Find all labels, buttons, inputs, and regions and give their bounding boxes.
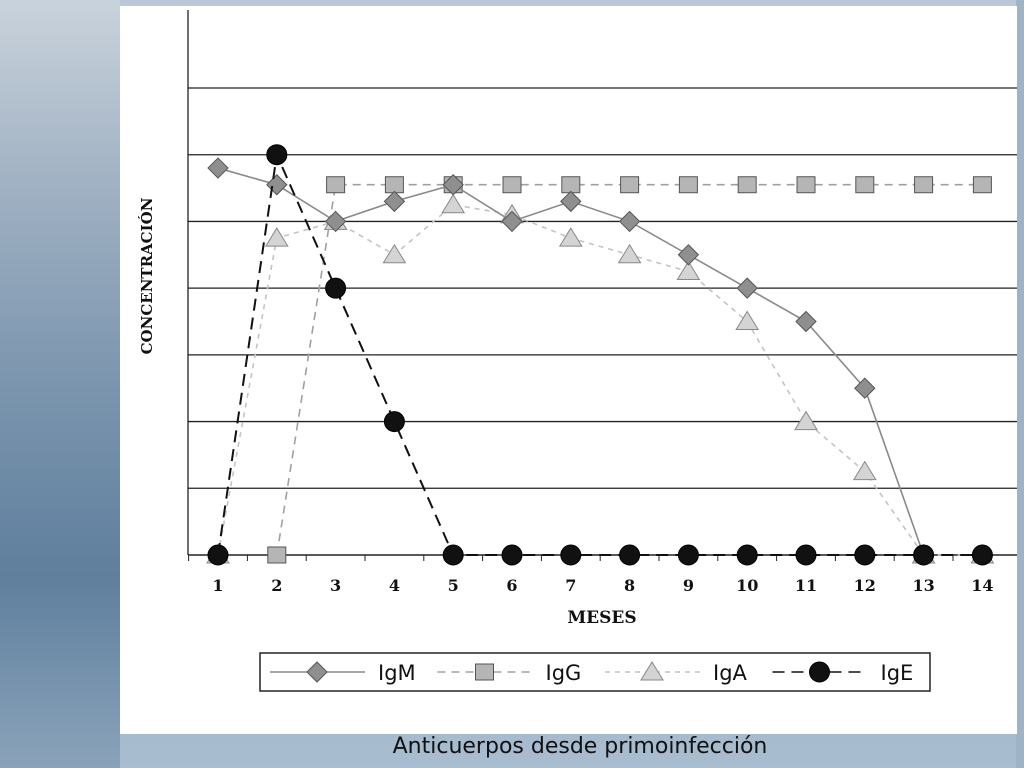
- x-tick-label-13: 13: [912, 576, 934, 595]
- point-ige-10: [736, 544, 758, 566]
- point-igm-10: [736, 277, 758, 299]
- legend-label-iga: IgA: [713, 661, 748, 685]
- point-iga-2: [264, 227, 289, 247]
- point-igg-9: [678, 176, 698, 194]
- point-igg-7: [561, 176, 581, 194]
- point-iga-8: [617, 243, 642, 264]
- point-igg-12: [855, 176, 875, 194]
- point-ige-4: [383, 411, 405, 433]
- legend-marker-igm: [306, 661, 328, 683]
- point-ige-3: [325, 277, 347, 299]
- point-iga-12: [852, 460, 877, 481]
- chart-panel: 1 2 3 4 5 6 7 8 9 10 11 12 13 14 MESES CONCENTRACIÓN IgM…: [120, 6, 1017, 734]
- point-ige-5: [442, 544, 464, 566]
- point-ige-2: [266, 144, 288, 166]
- point-iga-10: [735, 310, 760, 330]
- slide-caption: Anticuerpos desde primoinfección: [392, 734, 768, 759]
- point-ige-9: [677, 544, 699, 566]
- x-axis-title: MESES: [567, 608, 636, 628]
- point-igm-11: [795, 310, 817, 333]
- point-ige-12: [854, 544, 876, 566]
- point-igm-9: [677, 244, 700, 266]
- point-igm-2: [266, 174, 288, 196]
- point-igg-8: [620, 176, 640, 194]
- y-axis-title: CONCENTRACIÓN: [138, 197, 156, 354]
- x-tick-label-10: 10: [736, 576, 758, 595]
- point-igg-3: [326, 176, 346, 194]
- point-iga-5: [441, 193, 466, 214]
- legend-marker-iga: [640, 661, 664, 681]
- x-tick-label-11: 11: [795, 576, 817, 595]
- point-iga-7: [558, 227, 583, 247]
- x-tick-label-7: 7: [565, 576, 576, 595]
- point-ige-11: [795, 544, 817, 566]
- point-ige-7: [560, 544, 582, 566]
- x-tick-label-3: 3: [330, 576, 341, 595]
- x-tick-label-4: 4: [389, 576, 400, 595]
- point-igg-2: [267, 546, 287, 564]
- legend-label-igm: IgM: [378, 661, 416, 685]
- point-igm-8: [618, 210, 641, 233]
- legend-marker-ige: [809, 661, 830, 683]
- x-tick-label-9: 9: [683, 576, 694, 595]
- point-igg-6: [502, 176, 522, 194]
- point-igm-4: [383, 190, 406, 213]
- point-igm-7: [560, 190, 582, 213]
- point-igg-13: [914, 176, 934, 194]
- series-line-igm: [217, 167, 925, 556]
- series-line-igg: [276, 183, 983, 556]
- legend-label-ige: IgE: [881, 661, 914, 685]
- point-ige-6: [501, 544, 523, 566]
- background-decoration-right: [1016, 0, 1024, 768]
- x-tick-label-12: 12: [854, 576, 876, 595]
- x-tick-label-14: 14: [971, 576, 993, 595]
- legend-marker-igg: [475, 663, 494, 681]
- point-igg-4: [384, 176, 404, 194]
- point-igg-10: [737, 176, 757, 194]
- x-tick-label-8: 8: [624, 576, 635, 595]
- background-decoration-left: [0, 0, 120, 768]
- point-igg-11: [796, 176, 816, 194]
- x-tick-label-5: 5: [448, 576, 459, 595]
- point-iga-4: [382, 243, 407, 264]
- point-ige-14: [971, 544, 993, 566]
- series-line-iga: [217, 203, 983, 556]
- point-igm-12: [854, 377, 876, 399]
- point-igm-1: [207, 157, 229, 179]
- legend-label-igg: IgG: [546, 661, 582, 685]
- point-ige-1: [207, 544, 229, 566]
- point-ige-13: [913, 544, 935, 566]
- point-ige-8: [619, 544, 641, 566]
- point-igm-3: [324, 210, 347, 233]
- x-tick-label-2: 2: [271, 576, 282, 595]
- point-igg-14: [972, 176, 992, 194]
- point-iga-11: [794, 410, 818, 431]
- point-igm-5: [442, 174, 464, 196]
- point-igm-6: [501, 210, 523, 233]
- x-tick-label-1: 1: [212, 576, 223, 595]
- chart-svg: 1 2 3 4 5 6 7 8 9 10 11 12 13 14MESESCONCENTRACIÓNIgM…: [138, 10, 1017, 692]
- point-iga-9: [676, 260, 701, 280]
- x-tick-label-6: 6: [506, 576, 517, 595]
